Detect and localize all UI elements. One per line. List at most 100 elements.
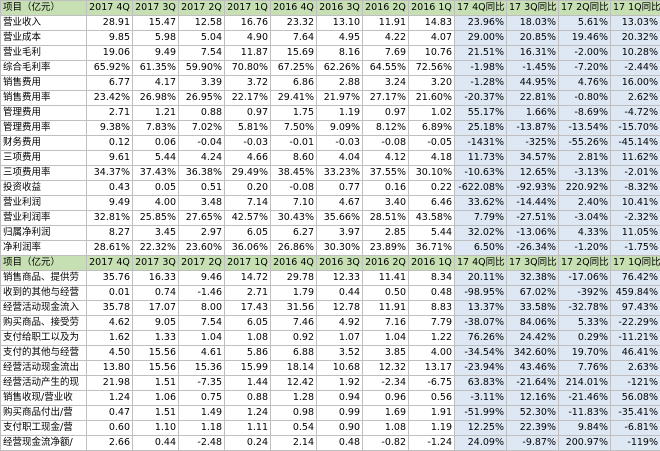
column-header: 2016 4Q bbox=[271, 1, 317, 16]
row-label: 经营活动产生的现 bbox=[1, 376, 87, 391]
table-cell: 0.60 bbox=[87, 421, 133, 436]
table-cell: -11.21% bbox=[611, 331, 660, 346]
table-cell: 0.56 bbox=[409, 391, 455, 406]
table-cell: 9.85 bbox=[87, 31, 133, 46]
table-cell: 33.23% bbox=[317, 166, 363, 181]
table-cell: -2.44% bbox=[611, 61, 660, 76]
table-cell: 4.07 bbox=[409, 31, 455, 46]
table-cell: 15.69 bbox=[271, 46, 317, 61]
table-cell: 56.08% bbox=[611, 391, 660, 406]
row-label: 营业收入 bbox=[1, 16, 87, 31]
table-cell: 43.58% bbox=[409, 211, 455, 226]
table-cell: -2.00% bbox=[559, 46, 611, 61]
table-cell: 1.19 bbox=[409, 421, 455, 436]
table-cell: 23.60% bbox=[179, 241, 225, 256]
table-cell: 26.98% bbox=[133, 91, 179, 106]
table-cell: 3.48 bbox=[179, 196, 225, 211]
table-cell: 26.95% bbox=[179, 91, 225, 106]
table-cell: 1.51 bbox=[133, 406, 179, 421]
table-cell: 7.54 bbox=[179, 46, 225, 61]
table-cell: 16.33 bbox=[133, 271, 179, 286]
table-cell: -0.04 bbox=[179, 136, 225, 151]
table-cell: 8.27 bbox=[87, 226, 133, 241]
table-cell: 13.10 bbox=[317, 16, 363, 31]
table-cell: 44.95% bbox=[507, 76, 559, 91]
table-cell: 342.60% bbox=[507, 346, 559, 361]
table-cell: 12.78 bbox=[317, 301, 363, 316]
table-cell: 15.47 bbox=[133, 16, 179, 31]
table-cell: 9.49 bbox=[87, 196, 133, 211]
table-cell: 12.42 bbox=[271, 376, 317, 391]
table-cell: 220.92% bbox=[559, 181, 611, 196]
table-cell: 4.92 bbox=[317, 316, 363, 331]
table-cell: 6.77 bbox=[87, 76, 133, 91]
table-cell: 27.17% bbox=[363, 91, 409, 106]
table-cell: -51.99% bbox=[455, 406, 507, 421]
table-cell: 5.44 bbox=[409, 226, 455, 241]
table-cell: 4.17 bbox=[133, 76, 179, 91]
table-cell: 67.02% bbox=[507, 286, 559, 301]
table-cell: 23.32 bbox=[271, 16, 317, 31]
table-cell: -119% bbox=[611, 436, 660, 451]
table-cell: 27.65% bbox=[179, 211, 225, 226]
column-header: 2017 3Q bbox=[133, 256, 179, 271]
table-cell: 0.51 bbox=[179, 181, 225, 196]
table-cell: 11.73% bbox=[455, 151, 507, 166]
table-cell: 3.24 bbox=[363, 76, 409, 91]
table-cell: -2.32% bbox=[611, 211, 660, 226]
table-cell: -392% bbox=[559, 286, 611, 301]
column-header: 2016 1Q bbox=[409, 1, 455, 16]
table-cell: -9.87% bbox=[507, 436, 559, 451]
table-cell: 0.29% bbox=[559, 331, 611, 346]
table-cell: -55.26% bbox=[559, 136, 611, 151]
row-label: 收到的其他与经营 bbox=[1, 286, 87, 301]
table-cell: 9.49 bbox=[133, 46, 179, 61]
table-cell: 1.08 bbox=[363, 421, 409, 436]
table-cell: 3.20 bbox=[409, 76, 455, 91]
table-cell: -3.04% bbox=[559, 211, 611, 226]
table-cell: 22.17% bbox=[225, 91, 271, 106]
table-cell: -6.81% bbox=[611, 421, 660, 436]
table-cell: 5.61% bbox=[559, 16, 611, 31]
table-cell: 1.44 bbox=[225, 376, 271, 391]
table-cell: 17.07 bbox=[133, 301, 179, 316]
table-cell: 8.16 bbox=[317, 46, 363, 61]
table-cell: -0.08 bbox=[271, 181, 317, 196]
table-cell: 8.00 bbox=[179, 301, 225, 316]
column-header: 17 1Q同比 bbox=[611, 1, 660, 16]
table-cell: -2.34 bbox=[363, 376, 409, 391]
table-cell: 1.69 bbox=[363, 406, 409, 421]
table-cell: -1.24 bbox=[409, 436, 455, 451]
table-cell: -11.83% bbox=[559, 406, 611, 421]
table-cell: 11.91 bbox=[363, 301, 409, 316]
table-cell: 0.75 bbox=[179, 391, 225, 406]
column-header: 17 4Q同比 bbox=[455, 1, 507, 16]
table-cell: -1.98% bbox=[455, 61, 507, 76]
table-cell: 18.14 bbox=[271, 361, 317, 376]
table-cell: -45.14% bbox=[611, 136, 660, 151]
table-cell: 1.92 bbox=[317, 376, 363, 391]
table-cell: 11.91 bbox=[363, 16, 409, 31]
table-cell: -15.70% bbox=[611, 121, 660, 136]
table-cell: 0.97 bbox=[225, 106, 271, 121]
table-cell: 97.43% bbox=[611, 301, 660, 316]
row-label: 营业利润 bbox=[1, 196, 87, 211]
table-cell: 63.83% bbox=[455, 376, 507, 391]
table-cell: 1.04 bbox=[179, 331, 225, 346]
column-header: 17 4Q同比 bbox=[455, 256, 507, 271]
table-cell: -21.46% bbox=[559, 391, 611, 406]
table-cell: 19.06 bbox=[87, 46, 133, 61]
table-cell: 2.88 bbox=[317, 76, 363, 91]
table-cell: 4.00 bbox=[409, 346, 455, 361]
table-cell: 17.43 bbox=[225, 301, 271, 316]
table-cell: 7.79 bbox=[409, 316, 455, 331]
table-cell: -3.13% bbox=[559, 166, 611, 181]
